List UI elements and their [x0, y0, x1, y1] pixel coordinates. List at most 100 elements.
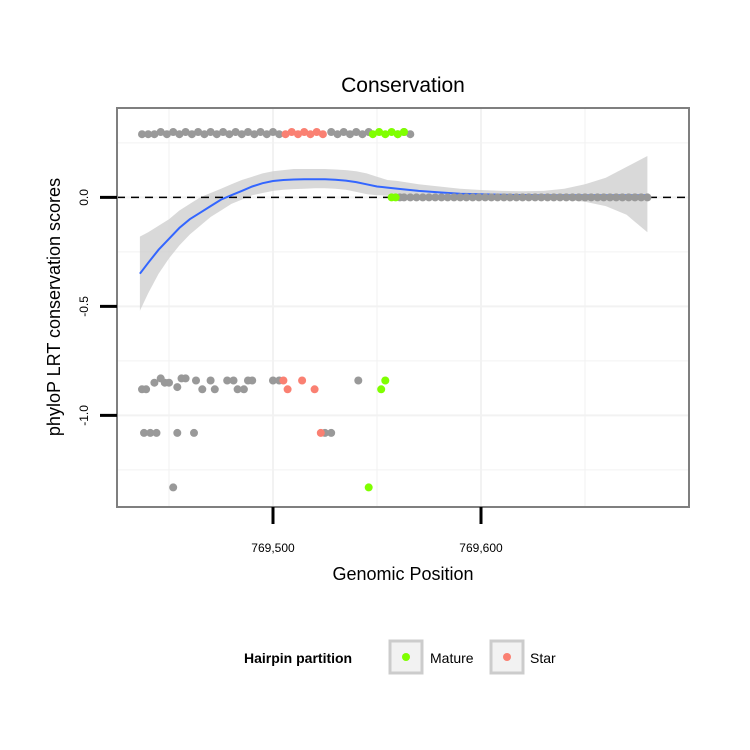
point-other [206, 128, 215, 136]
point-other [138, 130, 146, 139]
y-tick-label: -1.0 [77, 405, 91, 426]
point-other [624, 193, 633, 202]
point-star [283, 385, 292, 394]
point-other [574, 193, 583, 202]
point-mature [393, 130, 402, 139]
point-other [275, 130, 284, 139]
point-other [630, 193, 639, 202]
point-other [239, 385, 248, 394]
point-other [150, 130, 159, 139]
point-other [206, 376, 215, 385]
point-mature [368, 130, 377, 139]
point-other [352, 128, 361, 136]
point-star [298, 376, 307, 385]
point-other [219, 128, 228, 136]
point-other [223, 376, 232, 385]
point-other [443, 193, 452, 202]
point-other [612, 193, 621, 202]
point-star [312, 128, 321, 136]
point-other [481, 193, 490, 202]
point-star [318, 130, 327, 139]
x-tick-label: 769,600 [459, 541, 503, 555]
point-other [506, 193, 515, 202]
point-other [354, 376, 363, 385]
point-other [593, 193, 602, 202]
point-other [169, 128, 178, 136]
point-other [327, 428, 336, 437]
point-star [300, 128, 309, 136]
point-other [358, 130, 367, 139]
point-other [250, 130, 259, 139]
point-other [562, 193, 571, 202]
legend: Hairpin partition Mature Star [244, 639, 556, 675]
point-other [468, 193, 477, 202]
point-other [412, 193, 421, 202]
point-other [237, 130, 246, 139]
point-other [187, 130, 196, 139]
point-other [231, 128, 240, 136]
x-axis: 769,500 769,600 [251, 507, 503, 555]
point-other [169, 483, 178, 492]
point-other [499, 193, 508, 202]
chart-title: Conservation [341, 74, 465, 97]
point-other [587, 193, 596, 202]
point-star [316, 428, 325, 437]
point-other [194, 128, 203, 136]
point-mature [387, 128, 396, 136]
point-other [474, 193, 483, 202]
point-other [262, 130, 271, 139]
point-other [162, 130, 171, 139]
point-star [287, 128, 296, 136]
point-other [269, 128, 277, 136]
point-other [637, 193, 646, 202]
legend-label-star: Star [530, 650, 556, 666]
point-other [549, 193, 558, 202]
point-other [244, 128, 252, 136]
point-other [400, 193, 408, 202]
y-tick-label: -0.5 [77, 296, 91, 317]
point-other [406, 193, 415, 202]
point-other [450, 193, 458, 202]
point-other [190, 428, 198, 437]
point-other [406, 130, 415, 139]
point-other [212, 130, 221, 139]
point-other [142, 385, 151, 394]
point-mature [391, 193, 400, 202]
point-mature [381, 130, 390, 139]
point-star [306, 130, 315, 139]
point-star [281, 130, 290, 139]
point-other [181, 128, 190, 136]
point-other [518, 193, 527, 202]
y-axis: 0.0 -0.5 -1.0 [77, 189, 117, 426]
legend-label-mature: Mature [430, 650, 474, 666]
point-other [152, 428, 161, 437]
point-other [327, 128, 336, 136]
y-axis-title: phyloP LRT conservation scores [44, 178, 64, 436]
point-other [437, 193, 446, 202]
point-other [269, 376, 277, 385]
x-tick-label: 769,500 [251, 541, 295, 555]
point-other [606, 193, 614, 202]
data-points [138, 128, 652, 492]
point-other [599, 193, 608, 202]
point-other [556, 193, 564, 202]
point-other [339, 128, 348, 136]
point-mature [400, 128, 408, 136]
point-other [537, 193, 546, 202]
point-other [225, 130, 234, 139]
point-mature [381, 376, 390, 385]
point-other [140, 428, 148, 437]
point-other [568, 193, 577, 202]
point-other [256, 128, 265, 136]
point-other [192, 376, 200, 385]
point-other [181, 374, 190, 383]
point-other [493, 193, 502, 202]
point-other [150, 378, 159, 387]
y-tick-label: 0.0 [77, 189, 91, 206]
point-other [156, 128, 165, 136]
point-other [173, 428, 182, 437]
plot-panel [116, 107, 690, 508]
point-mature [364, 483, 373, 492]
point-other [175, 130, 184, 139]
